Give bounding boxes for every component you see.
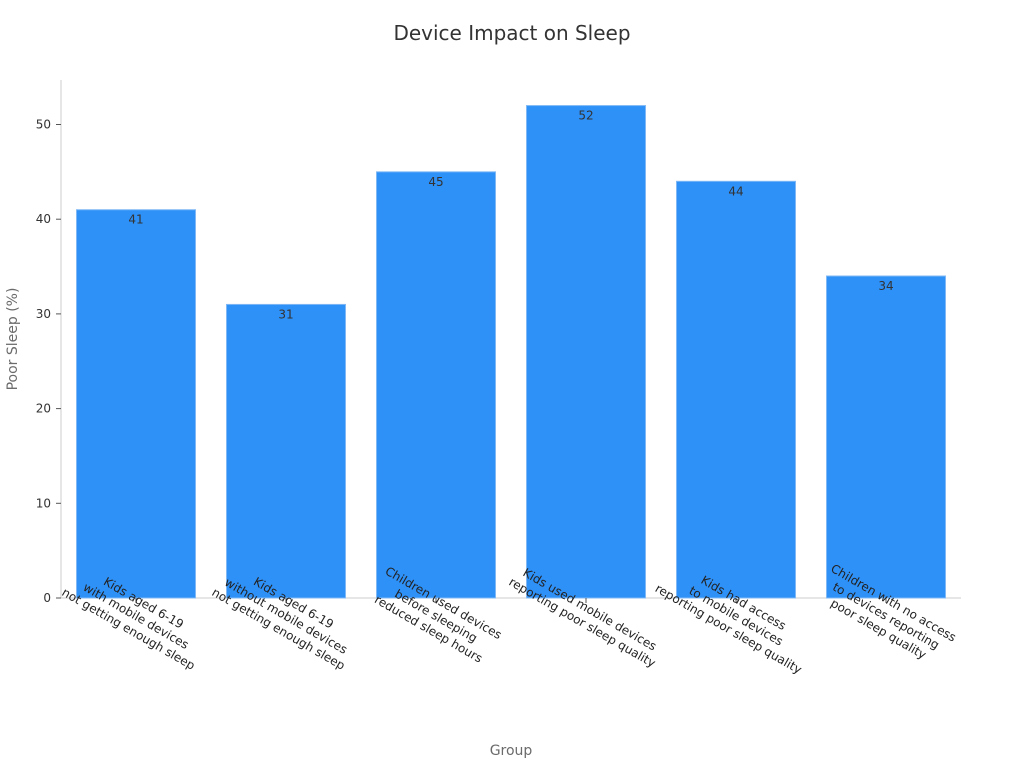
bar[interactable] <box>826 275 946 599</box>
bar-value-label: 31 <box>278 307 293 321</box>
bar-value-label: 34 <box>878 279 893 293</box>
y-tick-label: 10 <box>36 496 51 510</box>
x-axis-title: Group <box>490 743 533 759</box>
y-axis-ticks: 0 10 20 30 40 50 <box>36 118 61 605</box>
bar[interactable] <box>226 303 346 599</box>
bar[interactable] <box>376 171 496 599</box>
bar-value-label: 52 <box>578 109 593 123</box>
y-tick-label: 0 <box>43 591 51 605</box>
y-tick-label: 50 <box>36 118 51 132</box>
bar-value-label: 41 <box>128 213 143 227</box>
bar-value-label: 45 <box>428 175 443 189</box>
y-tick-label: 20 <box>36 402 51 416</box>
y-tick-label: 40 <box>36 212 51 226</box>
bar[interactable] <box>526 105 646 599</box>
bars-group: 41 31 45 52 44 34 <box>76 105 946 599</box>
y-axis-title: Poor Sleep (%) <box>5 288 21 391</box>
chart-title: Device Impact on Sleep <box>393 21 630 45</box>
bar[interactable] <box>76 209 196 599</box>
bar-value-label: 44 <box>728 184 743 198</box>
bar[interactable] <box>676 180 796 599</box>
y-tick-label: 30 <box>36 307 51 321</box>
